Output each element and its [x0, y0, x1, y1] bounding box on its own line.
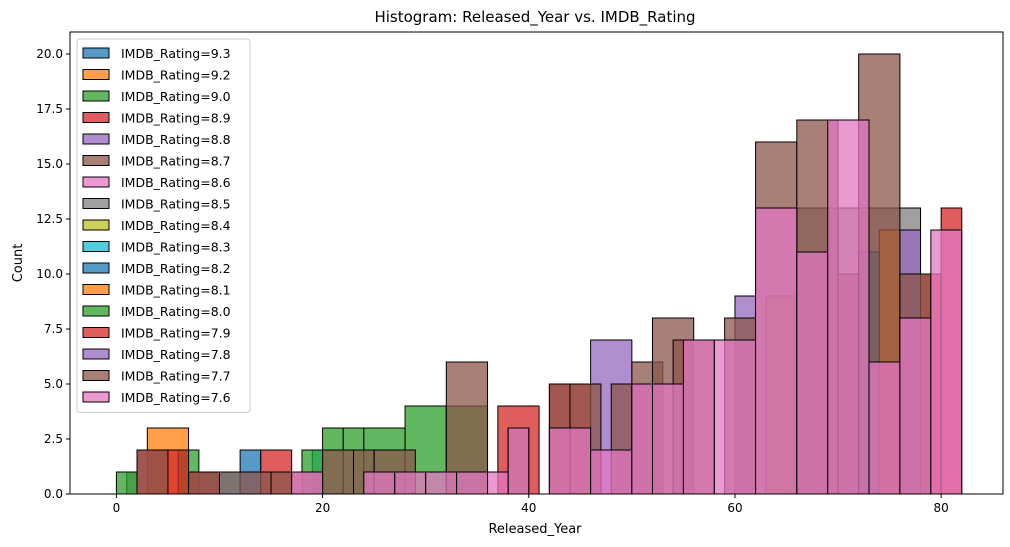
bar-series-16-bin-16 — [868, 361, 901, 495]
legend: IMDB_Rating=9.3 IMDB_Rating=9.2 IMDB_Ratin… — [76, 38, 251, 413]
y-tick-label-8: 20.0 — [36, 47, 63, 61]
y-tick-label-1: 2.5 — [44, 432, 63, 446]
legend-label-0: IMDB_Rating=9.3 — [121, 46, 231, 61]
bar-series-16-bin-13 — [755, 207, 798, 495]
plot-frame — [69, 31, 1004, 495]
legend-swatch-11 — [82, 284, 110, 295]
legend-label-4: IMDB_Rating=8.8 — [121, 132, 231, 147]
y-tick-label-7: 17.5 — [36, 102, 63, 116]
legend-label-15: IMDB_Rating=7.7 — [121, 369, 231, 384]
y-tick-label-2: 5.0 — [44, 377, 63, 391]
bar-series-16-bin-4 — [456, 471, 489, 495]
bar-series-16-bin-1 — [363, 471, 396, 495]
y-axis-ticks: 0.0 2.5 5.0 7.5 10.0 12.5 15.0 17.5 20.0 — [36, 47, 70, 501]
x-axis-label: Released_Year — [488, 522, 582, 537]
bar-series-15-bin-3 — [270, 471, 293, 495]
legend-label-5: IMDB_Rating=8.7 — [121, 154, 231, 169]
bar-series-16-bin-5 — [487, 471, 509, 495]
legend-swatch-3 — [82, 112, 110, 123]
bar-series-16-bin-11 — [682, 339, 715, 495]
bar-series-16-bin-3 — [425, 471, 458, 495]
y-tick-label-5: 12.5 — [36, 212, 63, 226]
bar-series-16-bin-8 — [590, 449, 633, 495]
legend-swatch-16 — [82, 391, 110, 403]
legend-label-13: IMDB_Rating=7.9 — [121, 326, 231, 341]
bar-series-16-bin-18 — [930, 229, 963, 495]
bar-series-15-bin-5 — [322, 449, 355, 495]
legend-label-1: IMDB_Rating=9.2 — [121, 68, 231, 83]
x-tick-label-0: 0 — [113, 501, 121, 515]
bar-series-16-bin-2 — [394, 471, 427, 495]
chart-title: Histogram: Released_Year vs. IMDB_Rating — [374, 8, 695, 27]
legend-swatch-4 — [82, 133, 110, 145]
legend-label-14: IMDB_Rating=7.8 — [121, 347, 231, 362]
bar-series-12-bin-0 — [115, 471, 138, 495]
legend-label-16: IMDB_Rating=7.6 — [121, 390, 231, 405]
legend-label-3: IMDB_Rating=8.9 — [121, 111, 231, 126]
legend-label-2: IMDB_Rating=9.0 — [121, 89, 231, 104]
legend-swatch-10 — [82, 262, 110, 274]
legend-swatch-1 — [82, 69, 110, 80]
legend-swatch-2 — [82, 90, 110, 102]
y-tick-label-6: 15.0 — [36, 157, 63, 171]
x-axis-ticks: 0 20 40 60 80 — [113, 494, 949, 515]
bar-series-16-bin-6 — [507, 427, 530, 495]
bar-series-16-bin-14 — [796, 251, 829, 495]
bar-series-16-bin-9 — [631, 383, 653, 495]
legend-swatch-15 — [82, 370, 110, 381]
legend-label-9: IMDB_Rating=8.3 — [121, 240, 231, 255]
bar-series-16-bin-7 — [548, 427, 592, 495]
legend-label-7: IMDB_Rating=8.5 — [121, 197, 231, 212]
x-tick-label-4: 80 — [934, 501, 949, 515]
bars-layer — [115, 53, 963, 495]
bar-series-16-bin-17 — [899, 317, 932, 495]
legend-label-11: IMDB_Rating=8.1 — [121, 283, 231, 298]
bar-series-16-bin-15 — [827, 119, 870, 495]
legend-swatch-9 — [82, 241, 110, 252]
legend-swatch-8 — [82, 219, 110, 231]
legend-label-12: IMDB_Rating=8.0 — [121, 304, 231, 319]
legend-label-8: IMDB_Rating=8.4 — [121, 218, 231, 233]
y-axis-label: Count — [11, 244, 26, 283]
legend-swatch-12 — [82, 305, 110, 317]
legend-swatch-5 — [82, 155, 110, 166]
bar-series-15-bin-0 — [136, 449, 169, 495]
x-tick-label-2: 40 — [521, 501, 536, 515]
legend-box — [76, 38, 251, 413]
bar-series-15-bin-2 — [218, 471, 272, 495]
legend-label-10: IMDB_Rating=8.2 — [121, 261, 231, 276]
y-tick-label-0: 0.0 — [44, 487, 63, 501]
legend-label-6: IMDB_Rating=8.6 — [121, 175, 231, 190]
x-tick-label-3: 60 — [727, 501, 742, 515]
bar-series-16-bin-12 — [713, 339, 757, 495]
y-tick-label-4: 10.0 — [36, 267, 63, 281]
bar-series-16-bin-10 — [651, 383, 684, 495]
x-tick-label-1: 20 — [315, 501, 330, 515]
bar-series-15-bin-1 — [188, 471, 220, 495]
bar-series-16-bin-0 — [291, 471, 324, 495]
legend-swatch-13 — [82, 327, 110, 338]
legend-swatch-14 — [82, 348, 110, 360]
y-tick-label-3: 7.5 — [44, 322, 63, 336]
legend-swatch-0 — [82, 47, 110, 59]
legend-swatch-6 — [82, 176, 110, 188]
legend-swatch-7 — [82, 198, 110, 209]
